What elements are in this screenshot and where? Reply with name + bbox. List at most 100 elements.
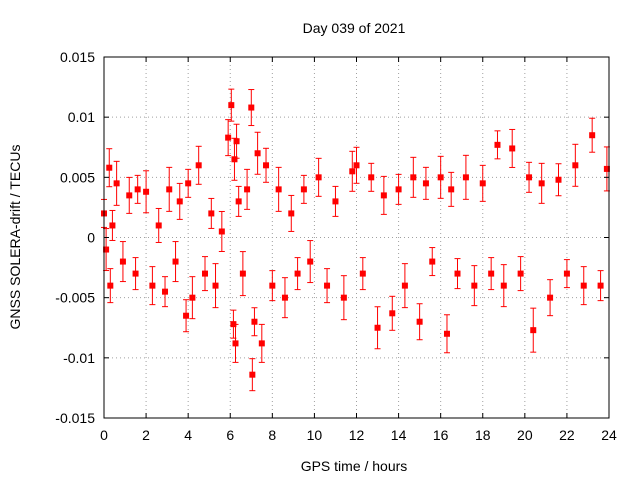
- y-tick-label: 0.01: [68, 109, 95, 125]
- x-tick-label: 22: [559, 427, 575, 443]
- data-point: [166, 186, 173, 193]
- y-tick-label: -0.015: [55, 410, 95, 426]
- data-point: [563, 270, 570, 277]
- data-point: [580, 282, 587, 289]
- data-point: [185, 180, 192, 187]
- data-point: [149, 282, 156, 289]
- x-tick-label: 2: [142, 427, 150, 443]
- data-point: [307, 258, 314, 265]
- x-tick-label: 4: [184, 427, 192, 443]
- data-point: [288, 210, 295, 217]
- data-point: [353, 162, 360, 169]
- data-point: [374, 324, 381, 331]
- data-point: [103, 246, 110, 253]
- data-point: [488, 270, 495, 277]
- data-point: [359, 270, 366, 277]
- y-axis-label: GNSS SOLERA-drift / TECUs: [7, 145, 23, 330]
- data-point: [225, 134, 232, 141]
- data-point: [389, 310, 396, 317]
- data-point: [547, 294, 554, 301]
- x-tick-label: 10: [307, 427, 323, 443]
- chart-title: Day 039 of 2021: [303, 20, 406, 36]
- data-point: [233, 138, 240, 145]
- data-point: [410, 174, 417, 181]
- data-point: [538, 180, 545, 187]
- x-tick-label: 6: [226, 427, 234, 443]
- y-tick-label: 0.015: [60, 49, 95, 65]
- data-point: [189, 294, 196, 301]
- data-point: [603, 165, 610, 172]
- data-point: [143, 188, 150, 195]
- data-point: [106, 164, 113, 171]
- x-tick-label: 8: [268, 427, 276, 443]
- data-point: [332, 198, 339, 205]
- data-point: [254, 150, 261, 157]
- x-tick-label: 12: [349, 427, 365, 443]
- data-point: [349, 168, 356, 175]
- data-point: [269, 282, 276, 289]
- data-point: [119, 258, 126, 265]
- x-tick-label: 18: [475, 427, 491, 443]
- data-point: [183, 312, 190, 319]
- data-point: [132, 270, 139, 277]
- data-point: [113, 180, 120, 187]
- data-point: [401, 282, 408, 289]
- y-tick-label: -0.01: [63, 350, 95, 366]
- data-point: [126, 192, 133, 199]
- data-point: [429, 258, 436, 265]
- data-point: [416, 318, 423, 325]
- data-point: [526, 174, 533, 181]
- data-point: [212, 282, 219, 289]
- x-tick-label: 24: [601, 427, 617, 443]
- data-point: [555, 176, 562, 183]
- data-point: [589, 132, 596, 139]
- data-point: [471, 282, 478, 289]
- data-point: [530, 327, 537, 334]
- data-point: [218, 228, 225, 235]
- data-point: [494, 141, 501, 148]
- x-axis-label: GPS time / hours: [301, 458, 408, 474]
- data-point: [251, 318, 258, 325]
- data-point: [248, 104, 255, 111]
- data-point: [235, 198, 242, 205]
- y-tick-label: 0: [87, 230, 95, 246]
- data-point: [208, 210, 215, 217]
- data-point: [597, 282, 604, 289]
- data-point: [572, 162, 579, 169]
- data-point: [176, 198, 183, 205]
- grid-lines: [104, 57, 609, 418]
- data-point: [244, 186, 251, 193]
- data-point: [172, 258, 179, 265]
- data-point: [232, 340, 239, 347]
- data-point: [258, 340, 265, 347]
- data-point: [281, 294, 288, 301]
- y-tick-label: -0.005: [55, 290, 95, 306]
- data-point: [454, 270, 461, 277]
- data-point: [380, 192, 387, 199]
- data-point: [300, 186, 307, 193]
- data-point: [324, 282, 331, 289]
- x-tick-label: 14: [391, 427, 407, 443]
- data-point: [479, 180, 486, 187]
- data-point: [275, 186, 282, 193]
- data-point: [340, 294, 347, 301]
- data-point: [437, 174, 444, 181]
- data-point: [249, 371, 256, 378]
- data-point: [395, 186, 402, 193]
- data-point: [500, 282, 507, 289]
- x-tick-label: 16: [433, 427, 449, 443]
- data-point: [195, 162, 202, 169]
- data-point: [162, 288, 169, 295]
- data-point: [263, 162, 270, 169]
- data-point: [448, 186, 455, 193]
- x-tick-label: 0: [100, 427, 108, 443]
- data-point: [517, 270, 524, 277]
- y-tick-label: 0.005: [60, 169, 95, 185]
- data-point: [422, 180, 429, 187]
- data-point: [368, 174, 375, 181]
- data-point: [462, 174, 469, 181]
- data-point: [443, 330, 450, 337]
- data-point: [228, 102, 235, 109]
